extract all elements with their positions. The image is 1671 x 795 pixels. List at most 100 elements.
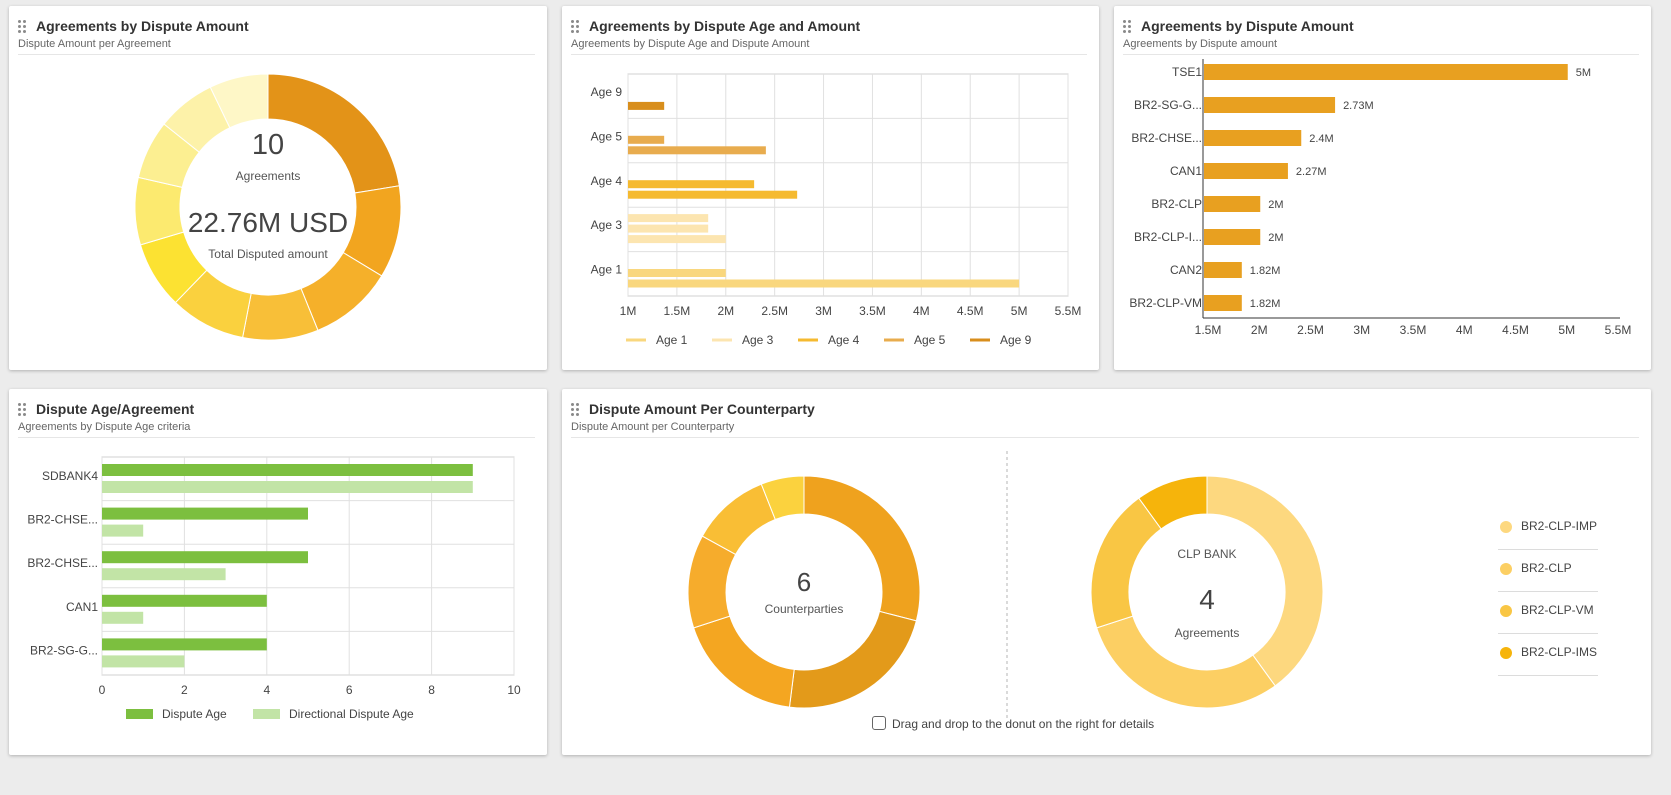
donut-heading: CLP BANK [1177, 547, 1236, 561]
bar[interactable] [1204, 196, 1261, 212]
age-amount-chart[interactable]: 1M 1.5M 2M 2.5M 3M 3.5M 4M 4.5M 5M 5.5M Age 9 Age 5… [562, 6, 1099, 370]
y-tick-label: BR2-SG-G... [1134, 98, 1202, 112]
donut-count: 6 [797, 567, 811, 597]
amount-by-agreement-chart[interactable]: 1.5M 2M 2.5M 3M 3.5M 4M 4.5M 5M 5.5M TSE1 5M BR2-SG… [1114, 6, 1651, 370]
y-tick-label: Age 4 [591, 174, 623, 188]
data-label: 2.27M [1296, 166, 1327, 178]
bar[interactable] [102, 568, 226, 581]
card-subtitle: Agreements by Dispute amount [1123, 38, 1278, 50]
card-header: Agreements by Dispute Age and Amount Agr… [571, 12, 1087, 55]
x-tick-label: 1.5M [1195, 323, 1222, 337]
donut-counterparties-slice[interactable] [803, 475, 921, 622]
counterparty-donuts[interactable]: 6 Counterparties CLP BANK 4 Agreements [562, 389, 1651, 755]
x-tick-label: 2.5M [761, 304, 788, 318]
bar[interactable] [102, 507, 308, 520]
legend-label[interactable]: Age 3 [742, 333, 774, 347]
data-label: 1.82M [1250, 298, 1281, 310]
legend-item[interactable]: BR2-CLP [1498, 549, 1598, 592]
x-tick-label: 2 [181, 683, 188, 697]
drag-handle-icon[interactable] [18, 20, 28, 34]
bar[interactable] [1204, 295, 1242, 311]
data-label: 5M [1576, 67, 1591, 79]
y-tick-label: BR2-CHSE... [27, 513, 98, 527]
donut-amount-chart[interactable]: 10 Agreements 22.76M USD Total Disputed … [9, 6, 547, 370]
bar[interactable] [1204, 229, 1261, 245]
x-tick-label: 3M [1353, 323, 1370, 337]
legend-label[interactable]: Dispute Age [162, 707, 227, 721]
bar[interactable] [628, 180, 755, 189]
y-tick-label: BR2-CHSE... [27, 556, 98, 570]
bar[interactable] [102, 611, 144, 624]
bar[interactable] [1204, 97, 1336, 113]
bar[interactable] [628, 146, 766, 155]
drag-handle-icon[interactable] [571, 403, 581, 417]
legend-label[interactable]: Age 5 [914, 333, 946, 347]
donut-clp-bank-slice[interactable] [1096, 615, 1276, 709]
data-label: 1.82M [1250, 265, 1281, 277]
card-header: Agreements by Dispute Amount Agreements … [1123, 12, 1639, 55]
donut-counterparties-slice[interactable] [788, 610, 917, 709]
drag-drop-hint-icon [872, 716, 886, 730]
x-tick-label: 3.5M [1400, 323, 1427, 337]
donut-counterparties-slice[interactable] [760, 475, 805, 521]
x-tick-label: 8 [428, 683, 435, 697]
bar[interactable] [1204, 262, 1242, 278]
bar[interactable] [628, 235, 726, 244]
bar[interactable] [628, 190, 798, 199]
legend-label[interactable]: Directional Dispute Age [289, 707, 414, 721]
card-subtitle: Dispute Amount per Counterparty [571, 421, 735, 433]
bar[interactable] [628, 269, 726, 277]
x-tick-label: 2M [1251, 323, 1268, 337]
bar[interactable] [628, 135, 665, 144]
card-header: Dispute Amount Per Counterparty Dispute … [571, 395, 1639, 438]
bar[interactable] [102, 524, 144, 537]
legend-label: BR2-CLP-IMP [1521, 519, 1598, 533]
card-subtitle: Agreements by Dispute Age and Dispute Am… [571, 38, 810, 50]
bar[interactable] [1204, 130, 1302, 146]
bar[interactable] [628, 101, 665, 110]
legend-label[interactable]: Age 9 [1000, 333, 1032, 347]
bar[interactable] [628, 224, 709, 233]
x-tick-label: 5M [1558, 323, 1575, 337]
y-tick-label: BR2-CLP [1151, 197, 1202, 211]
drag-handle-icon[interactable] [1123, 20, 1133, 34]
x-tick-label: 0 [99, 683, 106, 697]
y-tick-label: Age 5 [591, 129, 623, 143]
legend-item[interactable]: BR2-CLP-IMS [1498, 633, 1598, 676]
x-tick-label: 5M [1011, 304, 1028, 318]
card-agreements-by-dispute-amount-bars: Agreements by Dispute Amount Agreements … [1114, 6, 1651, 370]
donut-clp-bank-slice[interactable] [1206, 475, 1324, 687]
bar[interactable] [1204, 163, 1288, 179]
bar[interactable] [102, 464, 473, 476]
donut-counterparties-slice[interactable] [693, 615, 795, 708]
data-label: 2M [1268, 199, 1283, 211]
card-agreements-by-dispute-age-amount: Agreements by Dispute Age and Amount Agr… [562, 6, 1099, 370]
y-tick-label: SDBANK4 [42, 469, 98, 483]
donut-count-label: Agreements [236, 169, 301, 183]
donut-amount-slice[interactable] [209, 73, 269, 129]
bar[interactable] [628, 279, 1020, 288]
legend-label[interactable]: Age 4 [828, 333, 860, 347]
drag-handle-icon[interactable] [571, 20, 581, 34]
legend-label[interactable]: Age 1 [656, 333, 688, 347]
bar[interactable] [628, 214, 709, 223]
legend-item[interactable]: BR2-CLP-VM [1498, 591, 1598, 634]
dispute-age-chart[interactable]: 0 2 4 6 8 10 SDBANK4 BR2-CHSE... BR2-CHSE... CAN1… [9, 389, 547, 755]
bar[interactable] [102, 594, 267, 607]
bar[interactable] [102, 481, 473, 493]
donut-clp-bank-slice[interactable] [1090, 497, 1162, 629]
legend-label: BR2-CLP [1521, 561, 1572, 575]
bar[interactable] [102, 551, 308, 564]
x-tick-label: 1.5M [664, 304, 691, 318]
legend-dot [1500, 605, 1512, 617]
bar[interactable] [102, 638, 267, 651]
data-label: 2.73M [1343, 100, 1374, 112]
donut-clp-bank-slice[interactable] [1138, 475, 1208, 530]
y-tick-label: CAN1 [1170, 164, 1202, 178]
x-tick-label: 4.5M [1502, 323, 1529, 337]
legend-item[interactable]: BR2-CLP-IMP [1498, 507, 1598, 550]
bar[interactable] [102, 655, 185, 668]
y-tick-label: BR2-CLP-VM [1129, 296, 1202, 310]
bar[interactable] [1204, 64, 1568, 80]
drag-handle-icon[interactable] [18, 403, 28, 417]
